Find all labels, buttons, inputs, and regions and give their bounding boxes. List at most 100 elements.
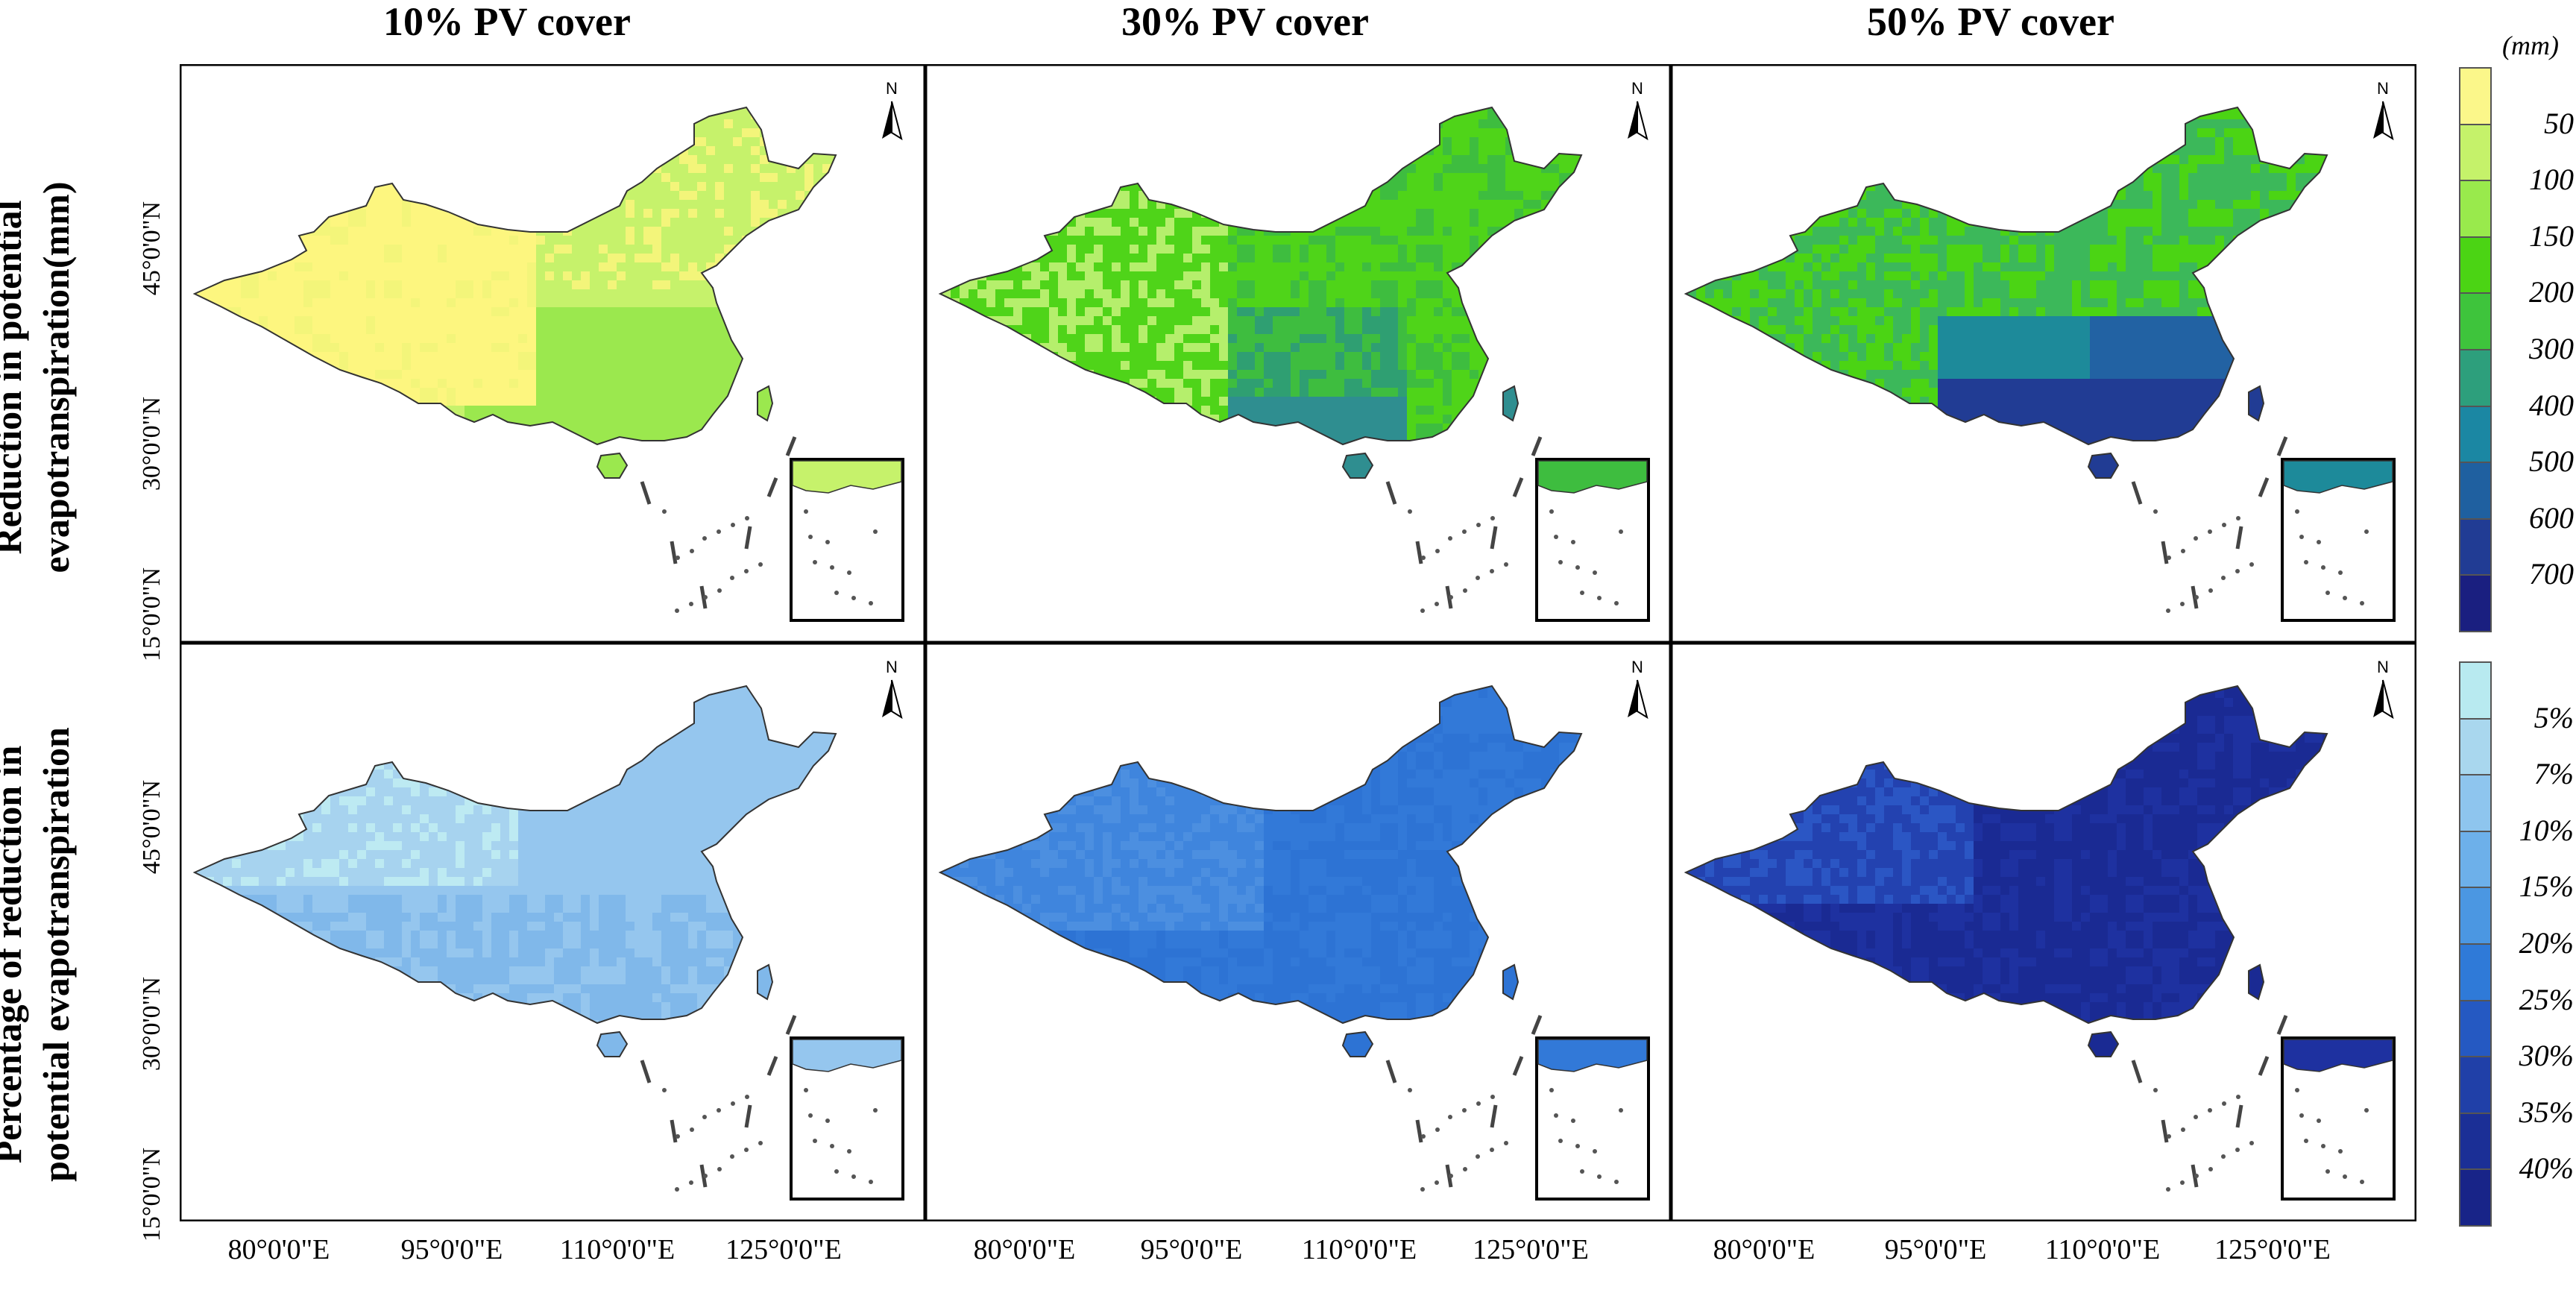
lon-tick-a-125: 125°0'0"E — [687, 1233, 881, 1266]
lat-tick-30-top: 30°0'0"N — [138, 362, 166, 526]
inset-island-dot — [1575, 1144, 1580, 1148]
island-dot — [1448, 536, 1452, 541]
island-dot — [730, 1154, 734, 1159]
inset-island-dot — [2295, 509, 2299, 514]
inset-island-dot — [2325, 1169, 2330, 1174]
legend-pct-label: 5% — [2499, 700, 2574, 735]
lon-tick-c-95: 95°0'0"E — [1839, 1233, 2032, 1266]
legend-pet-label: 50 — [2499, 106, 2574, 141]
legend-pet-label: 500 — [2499, 444, 2574, 479]
legend-pet-label: 600 — [2499, 500, 2574, 535]
lat-tick-30-bottom: 30°0'0"N — [138, 942, 166, 1106]
island-dot — [1504, 1141, 1508, 1145]
legend-pct-swatch — [2459, 831, 2492, 889]
inset-island-dot — [2343, 596, 2347, 600]
north-label: N — [886, 658, 898, 676]
island-dot — [744, 569, 749, 573]
inset-island-dot — [2338, 1149, 2343, 1154]
inset-island-dot — [808, 1113, 813, 1118]
island-dot — [717, 1167, 722, 1171]
island-dot — [1408, 509, 1412, 514]
legend-pct-label: 40% — [2499, 1151, 2574, 1186]
island-dot — [676, 1134, 680, 1139]
island-dot — [1490, 516, 1495, 520]
island-dot — [702, 1115, 707, 1119]
legend-pet-swatch — [2459, 292, 2492, 350]
island-dot — [2166, 608, 2170, 613]
legend-pet-label: 300 — [2499, 331, 2574, 366]
legend-pct-swatch — [2459, 774, 2492, 832]
inset-island-dot — [847, 1149, 851, 1154]
island-dot — [2221, 576, 2226, 580]
island-dot — [745, 516, 749, 520]
row-label-pct-line2: potential evapotranspiration — [32, 619, 80, 1290]
island-dot — [745, 1095, 749, 1099]
lon-tick-b-110: 110°0'0"E — [1262, 1233, 1456, 1266]
island-dot — [2208, 1167, 2213, 1171]
island-dot — [2167, 556, 2171, 560]
island-dot — [2181, 549, 2185, 553]
legend-pet-unit: (mm) — [2502, 30, 2559, 61]
inset-island-dot — [830, 1144, 834, 1148]
legend-pet-swatch — [2459, 124, 2492, 182]
island-dot — [1420, 608, 1425, 613]
island-dot — [758, 562, 763, 567]
island-dot — [717, 588, 722, 593]
inset-island-dot — [1614, 1180, 1619, 1184]
north-label: N — [1631, 79, 1643, 98]
legend-pct — [2459, 661, 2492, 1225]
inset-island-dot — [2325, 591, 2330, 595]
island-dot — [703, 1174, 708, 1178]
legend-pet-label: 150 — [2499, 218, 2574, 254]
inset-island-dot — [1597, 1174, 1602, 1179]
island-dot — [2153, 1088, 2158, 1092]
island-dot — [1435, 1180, 1439, 1185]
island-dot — [1463, 1167, 1467, 1171]
lon-tick-c-125: 125°0'0"E — [2176, 1233, 2369, 1266]
island-dot — [1421, 556, 1426, 560]
inset-island-dot — [804, 509, 808, 514]
row-label-pet-line1: Reduction in potential — [0, 42, 32, 713]
legend-pct-label: 30% — [2499, 1038, 2574, 1073]
map-panel-pet-50: N — [1671, 64, 2416, 643]
column-title-50: 50% PV cover — [1842, 0, 2140, 46]
row-label-pet: Reduction in potential evapotranspiratio… — [0, 42, 80, 713]
island-dot — [2235, 1148, 2240, 1152]
island-dot — [1463, 588, 1467, 593]
legend-pct-label: 15% — [2499, 869, 2574, 904]
legend-pct-swatch — [2459, 1113, 2492, 1171]
legend-pet-swatch — [2459, 236, 2492, 295]
hainan-island — [597, 453, 627, 478]
inset-island-dot — [825, 540, 830, 544]
inset-island-dot — [2360, 601, 2364, 605]
inset-island-dot — [1558, 1139, 1563, 1143]
inset-island-dot — [1593, 570, 1597, 575]
lat-tick-45-top: 45°0'0"N — [138, 166, 166, 330]
north-label: N — [2377, 658, 2389, 676]
inset-island-dot — [869, 601, 873, 605]
island-dot — [1504, 562, 1508, 567]
lon-tick-c-110: 110°0'0"E — [2006, 1233, 2199, 1266]
island-dot — [1421, 1134, 1426, 1139]
island-dot — [1476, 523, 1481, 527]
legend-pct-swatch — [2459, 887, 2492, 945]
island-dot — [2222, 523, 2226, 527]
lon-tick-a-110: 110°0'0"E — [520, 1233, 714, 1266]
lon-tick-c-80: 80°0'0"E — [1667, 1233, 1861, 1266]
inset-island-dot — [1571, 1118, 1575, 1123]
legend-pct-label: 10% — [2499, 813, 2574, 848]
inset-island-dot — [2364, 1108, 2369, 1113]
lon-tick-a-80: 80°0'0"E — [182, 1233, 376, 1266]
map-panel-pct-30: N — [925, 643, 1671, 1221]
island-dot — [2236, 516, 2240, 520]
map-panel-pct-50: N — [1671, 643, 2416, 1221]
island-dot — [2194, 595, 2199, 600]
island-dot — [717, 1108, 721, 1113]
legend-pct-swatch — [2459, 1168, 2492, 1227]
island-dot — [1449, 1174, 1453, 1178]
hainan-island — [2088, 1032, 2118, 1057]
legend-pct-swatch — [2459, 1056, 2492, 1114]
inset-island-dot — [1619, 529, 1623, 534]
island-dot — [690, 549, 694, 553]
island-dot — [1462, 1108, 1467, 1113]
